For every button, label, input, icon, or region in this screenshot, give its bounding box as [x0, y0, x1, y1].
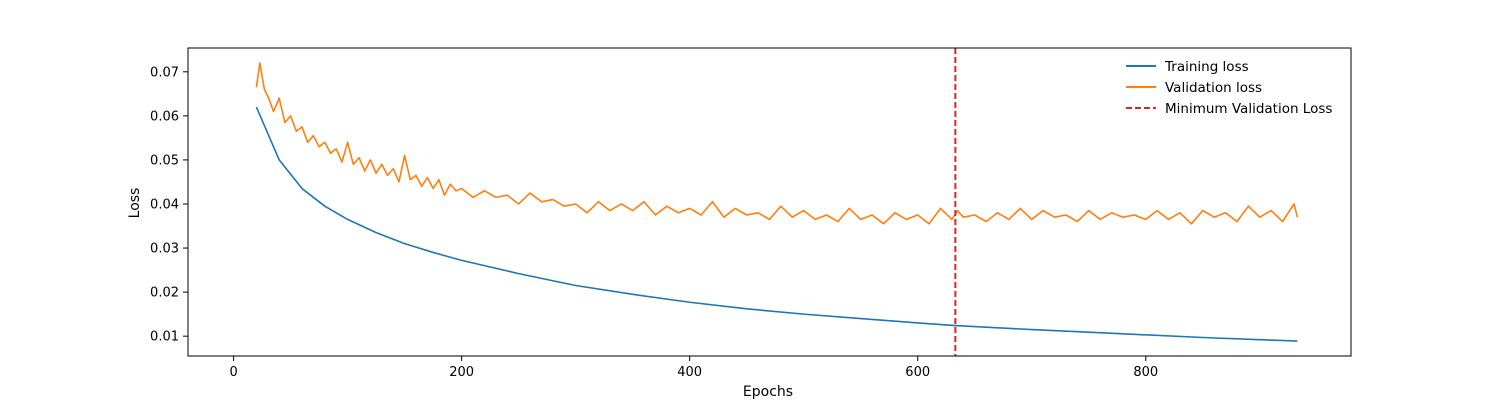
legend-label-validation-loss: Validation loss	[1165, 80, 1262, 96]
y-tick-label: 0.02	[150, 286, 179, 301]
x-tick-label: 200	[449, 365, 474, 380]
y-tick-label: 0.05	[150, 153, 179, 168]
x-tick-label: 400	[677, 365, 702, 380]
y-tick-label: 0.01	[150, 330, 179, 345]
plot-area	[255, 48, 1299, 356]
series-line-training-loss	[255, 106, 1298, 342]
y-tick-label: 0.04	[150, 197, 179, 212]
x-tick-label: 800	[1133, 365, 1158, 380]
plot-frame	[187, 47, 1352, 357]
axes: 0 200 400 600 800 0.01 0.02 0.03 0.04 0.05 0.06 0.0…	[150, 47, 1352, 380]
y-tick-label: 0.06	[150, 109, 179, 124]
y-tick-label: 0.03	[150, 242, 179, 257]
legend-label-training-loss: Training loss	[1164, 59, 1249, 75]
y-tick-label: 0.07	[150, 65, 179, 80]
y-axis-label: Loss	[127, 188, 143, 219]
x-axis-label: Epochs	[743, 384, 793, 400]
x-tick-label: 600	[905, 365, 930, 380]
x-tick-label: 0	[229, 365, 237, 380]
legend: Training loss Validation loss Minimum Va…	[1126, 59, 1332, 117]
legend-label-minimum-validation-loss: Minimum Validation Loss	[1165, 101, 1332, 117]
series-line-validation-loss	[255, 62, 1299, 225]
